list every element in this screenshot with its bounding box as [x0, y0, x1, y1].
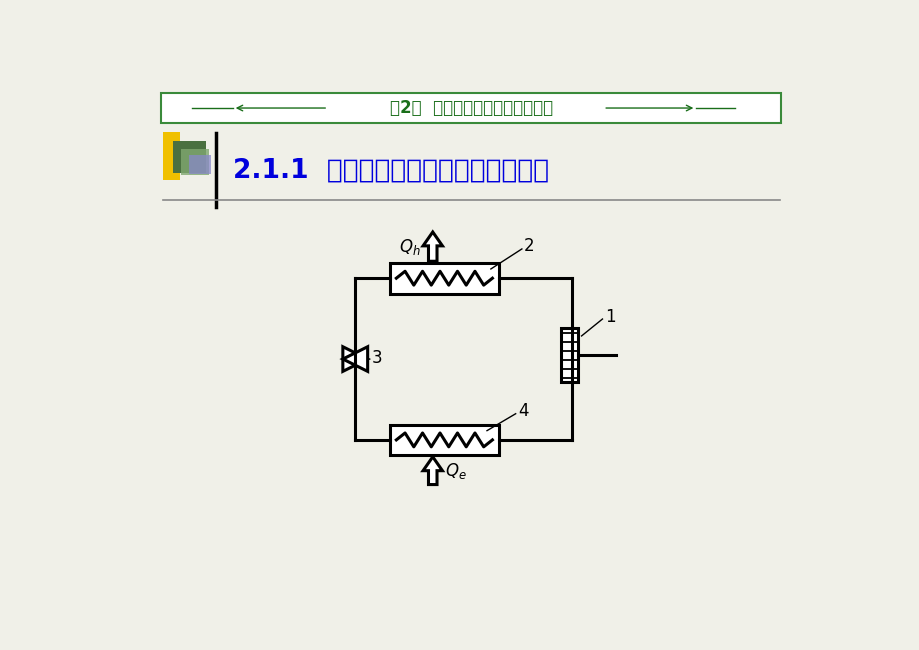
Text: 2: 2 — [524, 237, 534, 255]
Text: 4: 4 — [517, 402, 528, 421]
Bar — [189, 155, 210, 174]
Polygon shape — [423, 457, 442, 484]
Text: $Q_h$: $Q_h$ — [398, 237, 420, 257]
Bar — [163, 132, 180, 179]
Text: 2.1.1  单级蜀气压缩式热泵的工作过程: 2.1.1 单级蜀气压缩式热泵的工作过程 — [233, 157, 549, 183]
Polygon shape — [343, 346, 368, 371]
Polygon shape — [343, 346, 368, 371]
Text: 3: 3 — [371, 348, 381, 367]
Bar — [560, 328, 577, 382]
Text: 第2章  蜀气压缩式热泵的工作原理: 第2章 蜀气压缩式热泵的工作原理 — [390, 99, 552, 117]
Text: 1: 1 — [604, 307, 615, 326]
Bar — [390, 263, 498, 294]
Text: $Q_e$: $Q_e$ — [445, 461, 466, 481]
Bar — [390, 424, 498, 455]
Bar — [173, 141, 206, 174]
Bar — [181, 149, 209, 175]
Bar — [162, 94, 780, 123]
Polygon shape — [423, 232, 442, 261]
